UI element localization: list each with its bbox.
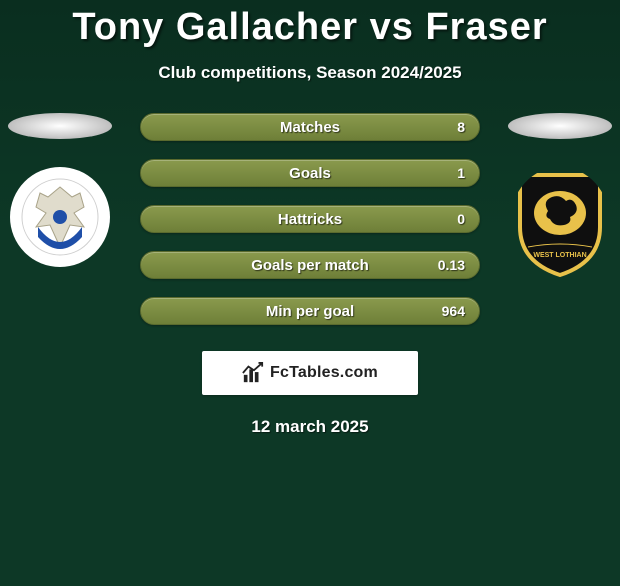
stat-label: Matches <box>280 119 340 136</box>
stat-label: Goals <box>289 165 331 182</box>
stat-value: 1 <box>457 165 465 181</box>
stat-row-goals-per-match: Goals per match 0.13 <box>140 251 480 279</box>
player-base-ellipse <box>8 113 112 139</box>
right-player-column: WEST LOTHIAN <box>508 113 612 277</box>
date-label: 12 march 2025 <box>0 417 620 437</box>
stat-value: 0.13 <box>438 257 465 273</box>
stats-list: Matches 8 Goals 1 Hattricks 0 Goals per … <box>140 113 480 325</box>
stat-label: Min per goal <box>266 303 354 320</box>
livingston-crest-icon: WEST LOTHIAN <box>510 167 610 277</box>
stat-row-min-per-goal: Min per goal 964 <box>140 297 480 325</box>
stat-label: Goals per match <box>251 257 369 274</box>
bar-chart-icon <box>242 362 264 384</box>
player-base-ellipse <box>508 113 612 139</box>
stat-value: 964 <box>442 303 465 319</box>
stat-value: 8 <box>457 119 465 135</box>
comparison-content: WEST LOTHIAN Matches 8 Goals 1 Hattricks… <box>0 113 620 437</box>
subtitle: Club competitions, Season 2024/2025 <box>0 63 620 83</box>
page-title: Tony Gallacher vs Fraser <box>0 6 620 49</box>
stat-value: 0 <box>457 211 465 227</box>
brand-attribution[interactable]: FcTables.com <box>202 351 418 395</box>
brand-text: FcTables.com <box>270 364 378 382</box>
svg-text:WEST LOTHIAN: WEST LOTHIAN <box>533 252 586 259</box>
right-club-crest: WEST LOTHIAN <box>510 167 610 277</box>
stat-row-hattricks: Hattricks 0 <box>140 205 480 233</box>
left-club-crest <box>10 167 110 267</box>
st-johnstone-crest-icon <box>20 177 100 257</box>
stat-row-goals: Goals 1 <box>140 159 480 187</box>
left-player-column <box>8 113 112 267</box>
stat-row-matches: Matches 8 <box>140 113 480 141</box>
stat-label: Hattricks <box>278 211 342 228</box>
